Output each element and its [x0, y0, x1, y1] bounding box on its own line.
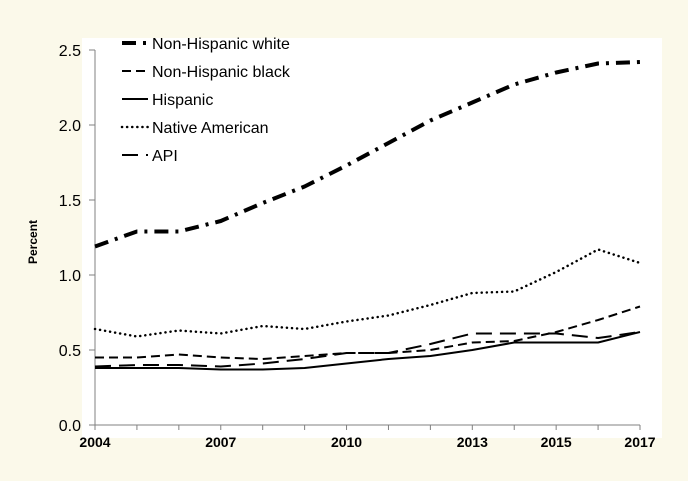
x-tick-label: 2015 — [541, 434, 572, 450]
axes: 0.0 0.5 1.0 1.5 2.0 2.5 2004 2007 2010 2013 2015 20… — [59, 43, 656, 450]
y-tick-label: 0.5 — [59, 343, 81, 360]
series-line-3 — [93, 248, 642, 338]
series-layer — [93, 60, 642, 371]
legend-entry: Non-Hispanic black — [152, 64, 291, 81]
x-tick-label: 2010 — [331, 434, 362, 450]
y-tick-label: 1.5 — [59, 193, 81, 210]
legend-entry: API — [152, 148, 178, 165]
legend-entry: Hispanic — [152, 92, 213, 109]
plot-area — [82, 38, 662, 438]
series-line-2 — [95, 331, 641, 371]
x-tick-label: 2004 — [79, 434, 110, 450]
y-axis-label: Percent — [26, 220, 40, 264]
legend-entry: Native American — [152, 120, 269, 137]
legend-entry: Non-Hispanic white — [152, 36, 290, 53]
x-tick-label: 2013 — [457, 434, 488, 450]
y-tick-label: 0.0 — [59, 418, 81, 435]
legend: Non-Hispanic white Non-Hispanic black Hisp… — [120, 36, 291, 165]
x-tick-label: 2017 — [624, 434, 655, 450]
y-tick-label: 1.0 — [59, 268, 81, 285]
x-tick-label: 2007 — [205, 434, 236, 450]
series-line-4 — [94, 331, 641, 368]
y-tick-label: 2.0 — [59, 118, 81, 135]
y-tick-label: 2.5 — [59, 43, 81, 60]
series-line-0 — [94, 60, 641, 249]
